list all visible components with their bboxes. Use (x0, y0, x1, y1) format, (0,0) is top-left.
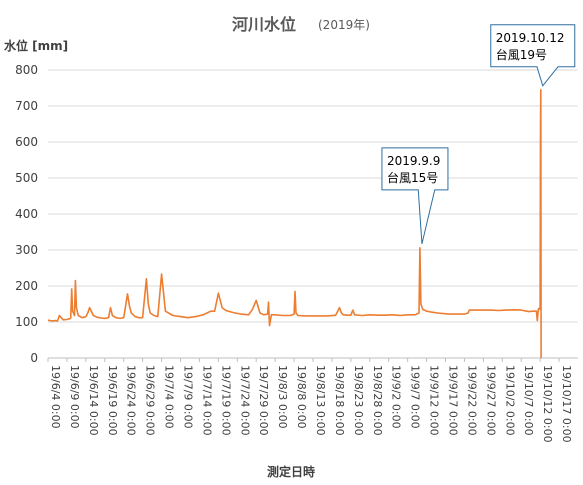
callout-typhoon-15-date: 2019.9.9 (387, 154, 440, 168)
y-tick-label: 600 (15, 135, 38, 149)
x-tick-label: 19/9/27 0:00 (484, 365, 497, 436)
gridlines (48, 69, 578, 359)
y-axis-label: 水位 [mm] (4, 38, 68, 53)
x-tick-label: 19/6/24 0:00 (125, 365, 138, 436)
callout-typhoon-19-box (490, 24, 576, 87)
x-tick-labels: 19/6/4 0:00 19/6/9 0:00 19/6/14 0:00 19/6/1… (47, 358, 573, 443)
x-tick-label: 19/7/29 0:00 (257, 365, 270, 436)
x-tick-label: 19/7/24 0:00 (238, 365, 251, 436)
y-tick-label: 800 (15, 63, 38, 77)
y-tick-label: 100 (15, 315, 38, 329)
y-tick-label: 300 (15, 243, 38, 257)
x-tick-label: 19/10/17 0:00 (560, 365, 573, 443)
chart-subtitle: (2019年) (318, 18, 370, 32)
x-tick-label: 19/9/17 0:00 (447, 365, 460, 436)
x-tick-label: 19/10/7 0:00 (522, 365, 535, 436)
y-tick-label: 700 (15, 99, 38, 113)
y-tick-labels: 0 100 200 300 400 500 600 700 800 (15, 63, 38, 365)
x-tick-label: 19/8/23 0:00 (352, 365, 365, 436)
x-tick-label: 19/6/29 0:00 (144, 365, 157, 436)
x-tick-label: 19/7/19 0:00 (219, 365, 232, 436)
x-tick-label: 19/7/14 0:00 (200, 365, 213, 436)
x-tick-label: 19/8/3 0:00 (276, 365, 289, 429)
x-tick-label: 19/9/2 0:00 (390, 365, 403, 429)
x-tick-label: 19/7/4 0:00 (163, 365, 176, 429)
chart-title: 河川水位 (232, 15, 296, 34)
callout-typhoon-19: 2019.10.12 台風19号 (490, 24, 576, 87)
x-tick-label: 19/10/2 0:00 (503, 365, 516, 436)
x-tick-label: 19/6/4 0:00 (49, 365, 62, 429)
x-tick-label: 19/10/12 0:00 (541, 365, 554, 443)
y-tick-label: 200 (15, 279, 38, 293)
callout-typhoon-19-name: 台風19号 (496, 47, 547, 62)
x-axis-label: 測定日時 (267, 464, 315, 479)
callout-typhoon-15-box (381, 147, 449, 244)
x-tick-label: 19/9/7 0:00 (409, 365, 422, 429)
y-tick-label: 400 (15, 207, 38, 221)
x-tick-label: 19/6/9 0:00 (68, 365, 81, 429)
x-tick-label: 19/9/22 0:00 (465, 365, 478, 436)
x-tick-label: 19/6/14 0:00 (87, 365, 100, 436)
callout-typhoon-15: 2019.9.9 台風15号 (381, 147, 449, 244)
callout-typhoon-15-name: 台風15号 (387, 170, 438, 185)
x-tick-label: 19/7/9 0:00 (182, 365, 195, 429)
x-tick-label: 19/8/8 0:00 (295, 365, 308, 429)
x-tick-label: 19/9/12 0:00 (428, 365, 441, 436)
x-tick-label: 19/6/19 0:00 (106, 365, 119, 436)
x-tick-label: 19/8/18 0:00 (333, 365, 346, 436)
series-line-water-level (47, 89, 542, 359)
x-tick-label: 19/8/28 0:00 (371, 365, 384, 436)
y-tick-label: 500 (15, 171, 38, 185)
callout-typhoon-19-date: 2019.10.12 (496, 31, 565, 45)
x-tick-label: 19/8/13 0:00 (314, 365, 327, 436)
y-tick-label: 0 (30, 351, 38, 365)
